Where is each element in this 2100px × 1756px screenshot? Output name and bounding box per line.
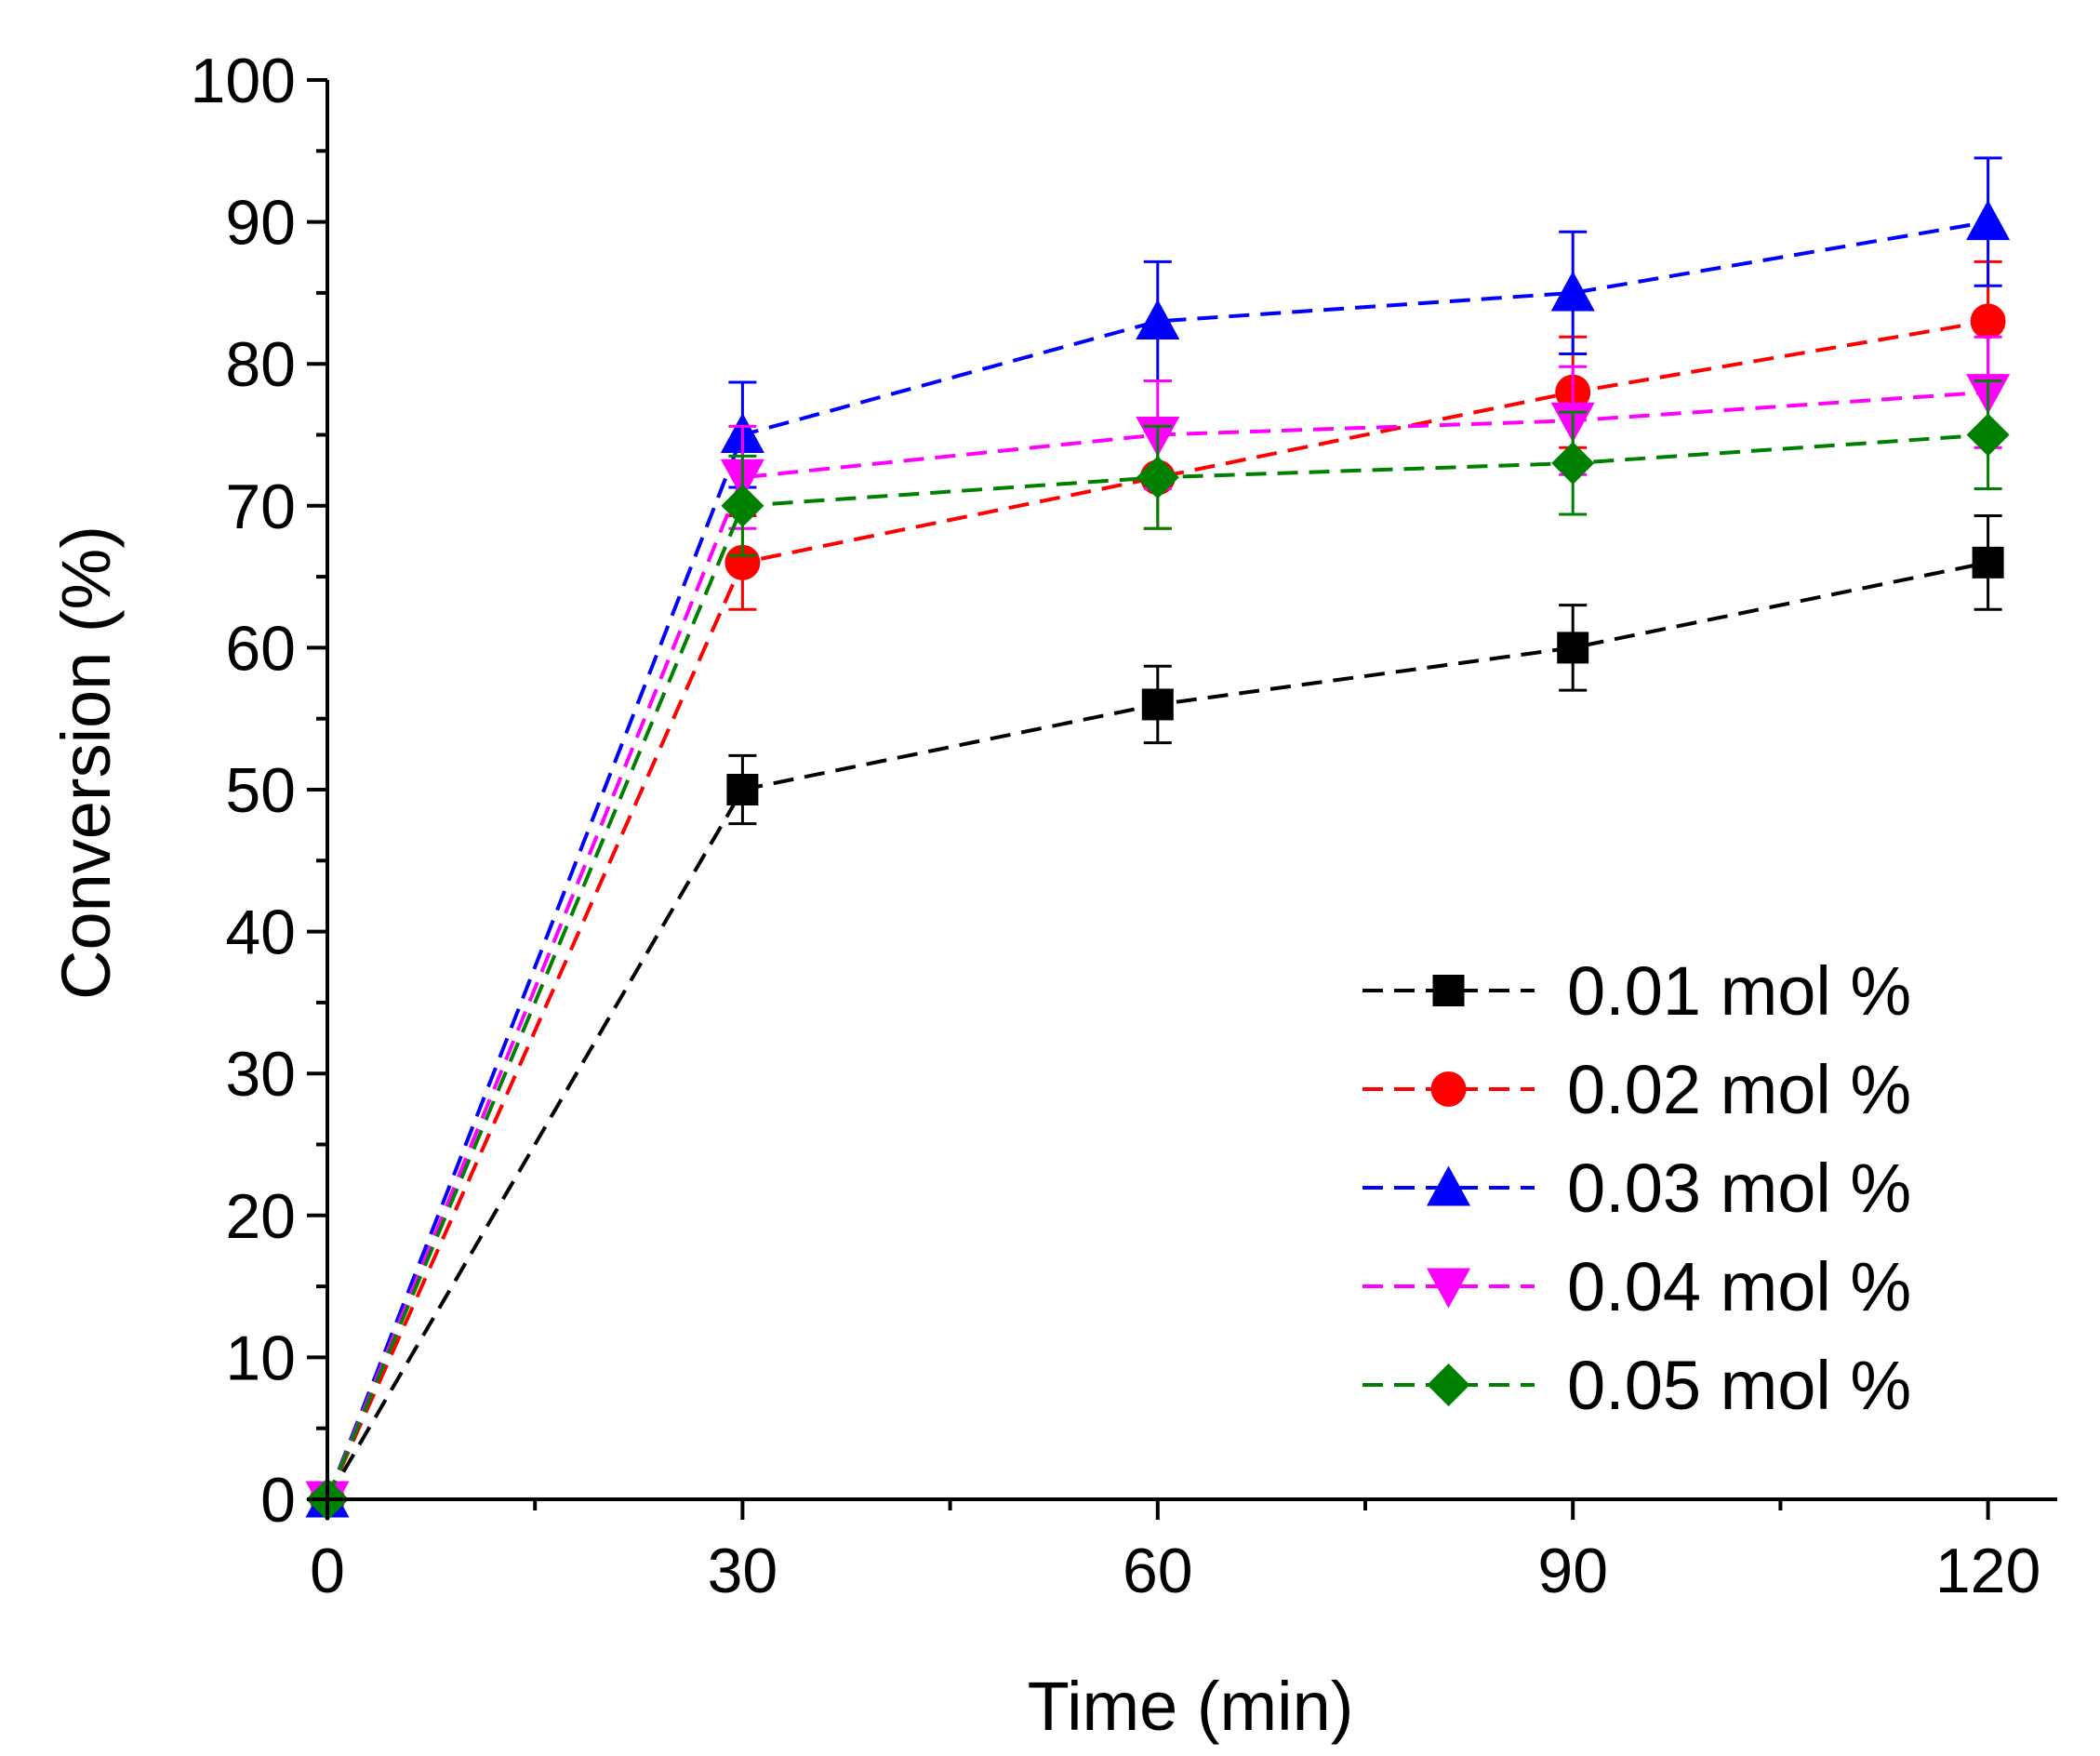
y-tick-label: 40: [225, 898, 296, 968]
data-point: [1141, 688, 1174, 721]
axes: 0 10 20 30 40 50 60 70 80 90 100 0 30 60 90 120: [191, 46, 2057, 1606]
data-point: [1550, 271, 1595, 312]
y-axis-title: Conversion (%): [47, 525, 125, 1000]
legend-label: 0.01 mol %: [1567, 952, 1911, 1030]
legend-marker: [1430, 1071, 1467, 1107]
y-tick-label: 20: [225, 1181, 296, 1252]
x-tick-label: 60: [1123, 1536, 1193, 1606]
y-tick-label: 70: [225, 472, 296, 542]
data-point: [726, 774, 759, 805]
series-5: [306, 379, 2010, 1521]
legend-label: 0.03 mol %: [1567, 1150, 1911, 1227]
y-tick-label: 80: [225, 329, 296, 400]
series-line: [326, 319, 1988, 1500]
legend-marker: [1427, 1364, 1470, 1406]
legend-marker: [1432, 975, 1465, 1006]
legend-marker: [1426, 1165, 1471, 1206]
y-tick-label: 100: [191, 46, 296, 116]
legend-item-5: 0.05 mol %: [1362, 1347, 1911, 1424]
data-point: [724, 544, 761, 580]
series-line: [326, 220, 1988, 1500]
x-axis-title: Time (min): [1028, 1668, 1354, 1745]
legend-item-3: 0.03 mol %: [1362, 1150, 1911, 1227]
legend: 0.01 mol % 0.02 mol % 0.03 mol % 0.04 mol %…: [1362, 952, 1911, 1424]
legend-item-4: 0.04 mol %: [1362, 1248, 1911, 1325]
legend-item-2: 0.02 mol %: [1362, 1051, 1911, 1128]
data-point: [1557, 632, 1589, 664]
data-point: [1966, 200, 2011, 241]
data-point: [1136, 456, 1179, 499]
x-tick-label: 120: [1935, 1536, 2040, 1606]
x-tick-label: 90: [1537, 1536, 1608, 1606]
y-tick-label: 50: [225, 755, 296, 826]
legend-marker: [1426, 1268, 1471, 1309]
data-point: [1551, 442, 1595, 486]
y-tick-label: 30: [225, 1039, 296, 1110]
y-tick-label: 0: [260, 1465, 296, 1536]
y-tick-label: 10: [225, 1323, 296, 1393]
legend-label: 0.05 mol %: [1567, 1347, 1911, 1424]
data-point: [721, 484, 764, 527]
legend-label: 0.04 mol %: [1567, 1248, 1911, 1325]
data-point: [1136, 299, 1180, 339]
y-tick-label: 90: [225, 188, 296, 259]
plot-area: [305, 156, 2011, 1522]
series-line: [326, 390, 1988, 1500]
data-point: [1972, 546, 2004, 579]
data-point: [1970, 303, 2006, 339]
x-tick-label: 30: [708, 1536, 778, 1606]
data-point: [1966, 413, 2010, 457]
legend-label: 0.02 mol %: [1567, 1051, 1911, 1128]
x-tick-label: 0: [310, 1536, 345, 1606]
y-tick-label: 60: [225, 613, 296, 684]
legend-item-1: 0.01 mol %: [1362, 952, 1911, 1030]
